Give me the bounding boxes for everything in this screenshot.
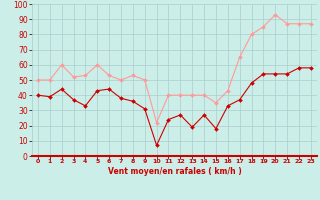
X-axis label: Vent moyen/en rafales ( km/h ): Vent moyen/en rafales ( km/h ) <box>108 167 241 176</box>
